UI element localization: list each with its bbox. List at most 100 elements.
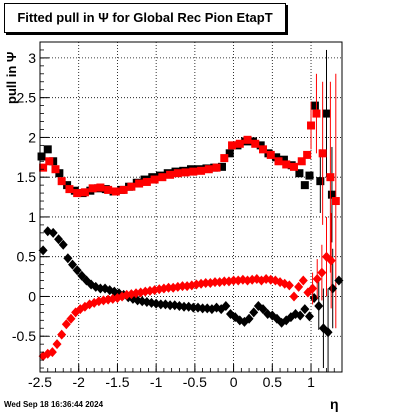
square-marker (312, 109, 321, 118)
square-marker (279, 155, 288, 164)
square-marker (119, 185, 128, 194)
diamond-marker (95, 283, 105, 294)
square-marker (303, 150, 312, 159)
series-0 (37, 49, 336, 243)
x-tick-label: -2 (72, 374, 85, 390)
diamond-marker (249, 307, 259, 318)
diamond-marker (165, 300, 175, 311)
y-axis-label: pull in Ψ (4, 51, 19, 104)
square-marker (326, 173, 335, 182)
diamond-marker (314, 301, 324, 311)
square-marker (274, 157, 283, 166)
square-marker (282, 160, 291, 169)
series-3 (38, 212, 336, 362)
x-tick-label: -2.5 (28, 374, 52, 390)
diamond-marker (156, 299, 166, 310)
square-marker (295, 169, 304, 178)
square-marker (150, 175, 159, 184)
y-tick-label: 1 (28, 209, 36, 225)
diamond-marker (72, 265, 82, 276)
square-marker (228, 141, 237, 150)
square-marker (318, 149, 327, 158)
diamond-marker (298, 275, 308, 286)
x-tick-label: 1 (307, 374, 315, 390)
square-marker (251, 139, 260, 148)
square-marker (57, 177, 66, 186)
square-marker (310, 101, 319, 110)
square-marker (51, 165, 60, 174)
square-marker (197, 166, 206, 175)
square-marker (235, 139, 244, 148)
square-marker (104, 185, 113, 194)
square-marker (111, 187, 120, 196)
x-tick-label: -1.5 (105, 374, 129, 390)
square-marker (37, 152, 46, 161)
diamond-marker (300, 304, 310, 315)
diamond-marker (122, 289, 132, 300)
y-tick-label: 2.5 (17, 90, 37, 106)
square-marker (39, 163, 48, 172)
y-tick-label: 2 (28, 129, 36, 145)
y-tick-label: 0 (28, 288, 36, 304)
square-marker (322, 109, 331, 118)
diamond-marker (295, 310, 305, 321)
diamond-marker (312, 273, 322, 284)
square-marker (189, 167, 198, 176)
chart-title: Fitted pull in Ψ for Global Rec Pion Eta… (4, 3, 286, 33)
diamond-marker (317, 267, 327, 278)
square-marker (204, 165, 213, 174)
diamond-marker (63, 253, 73, 264)
square-marker (307, 121, 316, 130)
square-marker (127, 182, 136, 191)
x-tick-label: 0 (230, 374, 238, 390)
diamond-marker (188, 302, 198, 313)
square-marker (158, 173, 167, 182)
diamond-marker (58, 239, 68, 250)
square-marker (80, 188, 89, 197)
square-marker (142, 177, 151, 186)
diamond-marker (219, 276, 229, 287)
square-marker (96, 183, 105, 192)
diamond-marker (61, 319, 71, 330)
diamond-marker (52, 339, 62, 350)
y-tick-label: 1.5 (17, 169, 37, 185)
diamond-marker (177, 281, 187, 292)
diamond-marker (289, 291, 299, 302)
x-tick-label: 0.5 (263, 374, 283, 390)
square-marker (166, 170, 175, 179)
square-marker (225, 149, 234, 158)
y-tick-label: -0.5 (12, 328, 36, 344)
square-marker (181, 168, 190, 177)
diamond-marker (221, 301, 231, 311)
y-tick-label: 0.5 (17, 249, 37, 265)
diamond-marker (229, 275, 239, 286)
square-marker (43, 145, 52, 154)
square-marker (243, 135, 252, 144)
diamond-marker (66, 313, 76, 324)
diamond-marker (308, 283, 318, 294)
diamond-marker (179, 301, 189, 312)
square-marker (266, 150, 275, 159)
timestamp: Wed Sep 18 16:36:44 2024 (4, 400, 104, 409)
grid-lines (39, 42, 342, 372)
x-tick-label: -1 (150, 374, 163, 390)
diamond-marker (201, 277, 211, 288)
y-tick-label: 3 (28, 50, 36, 66)
square-marker (220, 154, 229, 163)
square-marker (259, 145, 268, 154)
square-marker (327, 190, 336, 199)
square-marker (88, 184, 97, 193)
diamond-marker (198, 303, 208, 314)
diamond-marker (244, 313, 254, 324)
plot-frame (39, 41, 343, 373)
diamond-marker (284, 280, 294, 291)
diamond-marker (328, 283, 338, 294)
diamond-marker (54, 234, 64, 245)
series-1 (39, 73, 340, 329)
diamond-marker (47, 347, 57, 358)
diamond-marker (68, 259, 78, 270)
x-axis-label: η (330, 396, 339, 412)
diamond-marker (57, 329, 67, 340)
square-marker (73, 189, 82, 198)
